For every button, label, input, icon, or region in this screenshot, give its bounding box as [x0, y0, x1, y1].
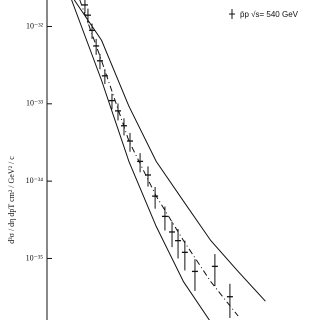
y-tick-label: 10⁻³⁴: [26, 176, 44, 185]
y-tick-label: 10⁻³³: [26, 99, 44, 108]
y-tick-label: 10⁻³²: [26, 21, 44, 30]
curve: [73, 0, 266, 302]
curve: [79, 0, 239, 317]
curve: [71, 0, 210, 320]
y-axis-label: d³σ / dη dpT cm² / GeV² / c: [7, 156, 16, 244]
legend-label: p̄p √s= 540 GeV: [240, 10, 299, 19]
y-tick-label: 10⁻³⁵: [26, 253, 44, 262]
